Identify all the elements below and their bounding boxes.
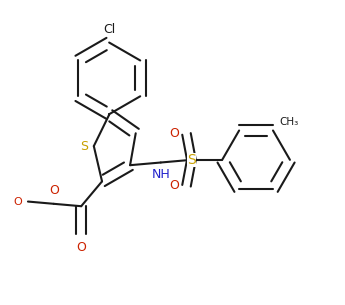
Text: S: S <box>187 153 196 167</box>
Text: CH₃: CH₃ <box>279 117 298 127</box>
Text: NH: NH <box>151 168 170 181</box>
Text: O: O <box>13 196 22 206</box>
Text: S: S <box>80 140 88 152</box>
Text: O: O <box>169 179 179 192</box>
Text: O: O <box>49 184 59 197</box>
Text: Cl: Cl <box>103 23 115 36</box>
Text: O: O <box>76 241 86 254</box>
Text: O: O <box>169 127 179 140</box>
